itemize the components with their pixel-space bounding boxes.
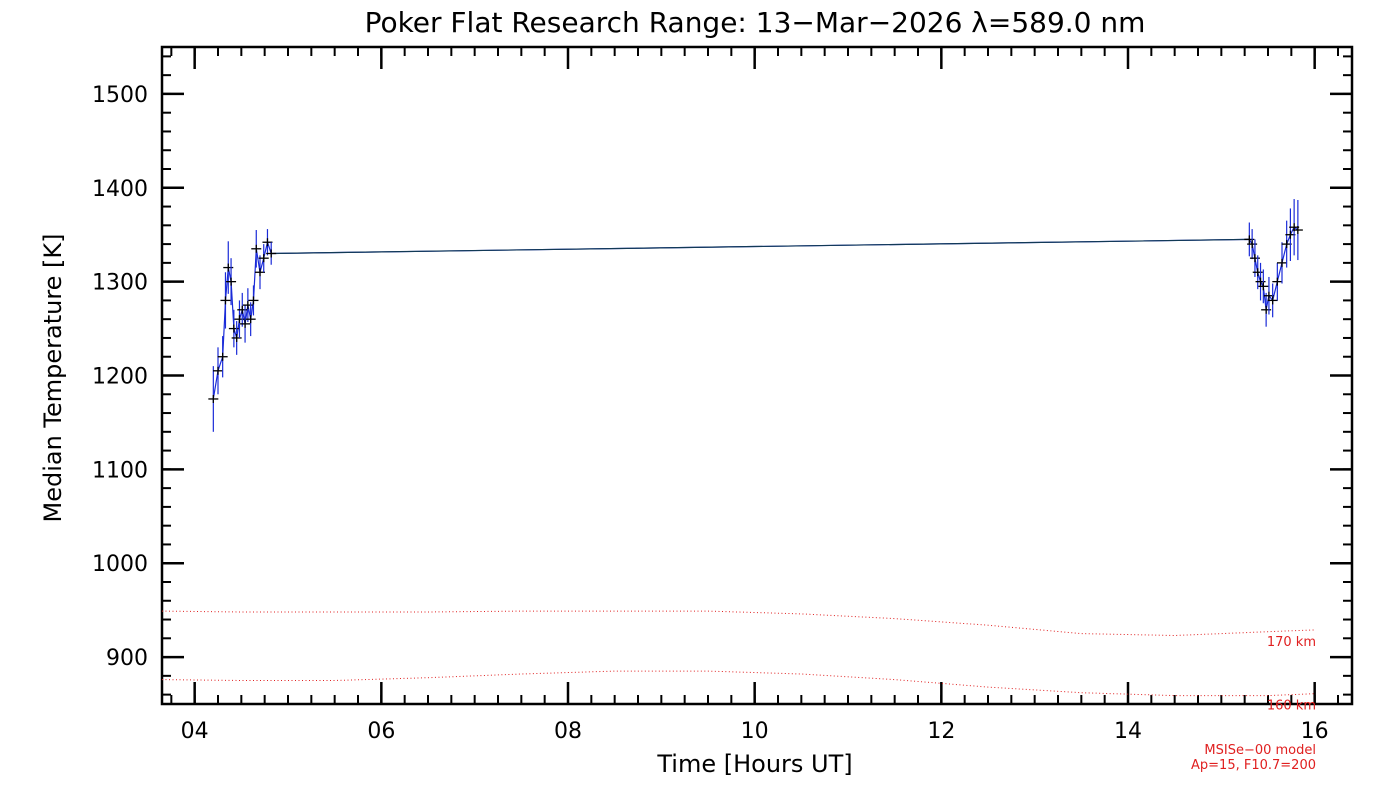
y-tick-label: 1300 xyxy=(92,271,148,296)
model-lines: 170 km 160 km xyxy=(161,610,1316,714)
minor-ticks xyxy=(162,47,1352,704)
x-tick-label: 14 xyxy=(1114,719,1142,744)
model-line-label: 170 km xyxy=(1267,635,1316,650)
x-tick-label: 16 xyxy=(1301,719,1329,744)
y-tick-label: 1200 xyxy=(92,365,148,390)
data-series xyxy=(208,199,1303,432)
model-line-label: 160 km xyxy=(1267,699,1316,714)
model-line-1 xyxy=(161,670,1315,697)
x-tick-label: 04 xyxy=(181,719,209,744)
chart-title: Poker Flat Research Range: 13−Mar−2026 λ… xyxy=(365,6,1146,39)
y-axis-label: Median Temperature [K] xyxy=(39,233,67,522)
y-tick-label: 1000 xyxy=(92,552,148,577)
gap-connector xyxy=(271,238,1250,255)
y-tick-label: 1500 xyxy=(92,83,148,108)
x-tick-label: 12 xyxy=(927,719,955,744)
y-tick-label: 900 xyxy=(106,646,148,671)
model-line-0 xyxy=(161,610,1315,637)
x-axis-label: Time [Hours UT] xyxy=(656,750,852,778)
y-tick-label: 1400 xyxy=(92,177,148,202)
series-line xyxy=(212,226,1299,400)
x-tick-label: 10 xyxy=(741,719,769,744)
y-tick-label: 1100 xyxy=(92,458,148,483)
model-note-line2: Ap=15, F10.7=200 xyxy=(1191,758,1316,773)
x-tick-labels: 04 06 08 10 12 14 16 xyxy=(181,719,1329,744)
major-ticks xyxy=(162,47,1352,704)
x-tick-label: 08 xyxy=(554,719,582,744)
y-tick-labels: 900 1000 1100 1200 1300 1400 1500 xyxy=(92,83,148,671)
plot-frame xyxy=(160,45,1354,706)
x-tick-label: 06 xyxy=(367,719,395,744)
model-note-line1: MSISe−00 model xyxy=(1204,743,1316,758)
